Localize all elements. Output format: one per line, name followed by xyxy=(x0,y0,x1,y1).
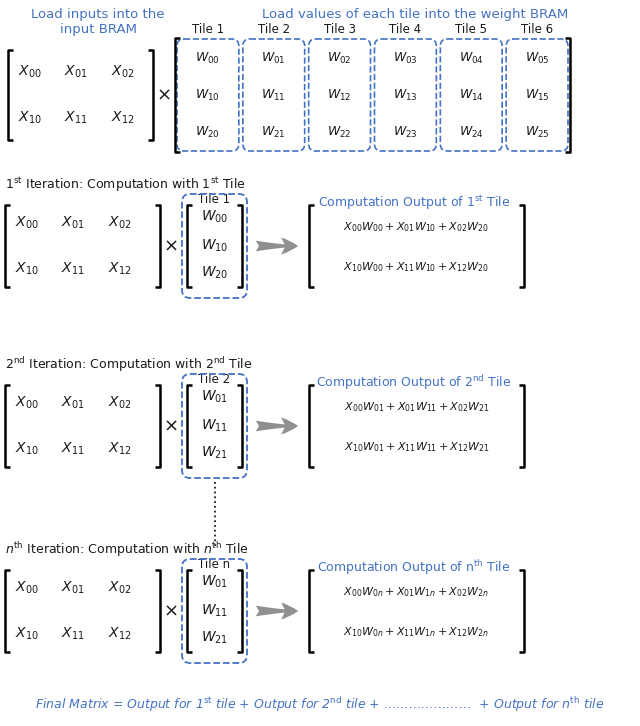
Text: $W_{24}$: $W_{24}$ xyxy=(459,124,484,139)
Text: $W_{25}$: $W_{25}$ xyxy=(525,124,550,139)
Text: $W_{22}$: $W_{22}$ xyxy=(327,124,352,139)
Text: $X_{10}W_{01}+X_{11}W_{11}+X_{12}W_{21}$: $X_{10}W_{01}+X_{11}W_{11}+X_{12}W_{21}$ xyxy=(344,440,490,454)
Text: $\mathit{2}^{\mathrm{nd}}$ Iteration: Computation with $\mathit{2}^{\mathrm{nd}}: $\mathit{2}^{\mathrm{nd}}$ Iteration: Co… xyxy=(5,355,252,374)
Text: $X_{10}W_{00}+X_{11}W_{10}+X_{12}W_{20}$: $X_{10}W_{00}+X_{11}W_{10}+X_{12}W_{20}$ xyxy=(344,260,490,274)
Text: $X_{00}$: $X_{00}$ xyxy=(18,64,42,80)
Text: $W_{20}$: $W_{20}$ xyxy=(195,124,220,139)
Text: $X_{00}$: $X_{00}$ xyxy=(15,215,39,231)
Text: $W_{10}$: $W_{10}$ xyxy=(201,238,228,254)
Text: $X_{11}$: $X_{11}$ xyxy=(61,626,84,643)
Text: Tile n: Tile n xyxy=(198,558,230,571)
Text: $X_{01}$: $X_{01}$ xyxy=(64,64,88,80)
Text: $W_{15}$: $W_{15}$ xyxy=(525,87,550,102)
Text: $X_{02}$: $X_{02}$ xyxy=(111,64,135,80)
Text: $W_{11}$: $W_{11}$ xyxy=(201,417,228,434)
Text: $X_{02}$: $X_{02}$ xyxy=(108,580,132,596)
Text: $W_{13}$: $W_{13}$ xyxy=(393,87,418,102)
Text: $X_{00}$: $X_{00}$ xyxy=(15,395,39,411)
Text: $W_{00}$: $W_{00}$ xyxy=(201,209,228,225)
Text: Tile 5: Tile 5 xyxy=(455,23,487,36)
Text: Tile 1: Tile 1 xyxy=(192,23,224,36)
Text: $X_{10}$: $X_{10}$ xyxy=(15,626,39,643)
Text: $W_{14}$: $W_{14}$ xyxy=(459,87,484,102)
Text: Tile 6: Tile 6 xyxy=(521,23,553,36)
Text: $X_{00}W_{00}+X_{01}W_{10}+X_{02}W_{20}$: $X_{00}W_{00}+X_{01}W_{10}+X_{02}W_{20}$ xyxy=(344,220,490,234)
Text: $W_{11}$: $W_{11}$ xyxy=(261,87,286,102)
Text: $X_{10}$: $X_{10}$ xyxy=(18,110,42,126)
Text: Tile 4: Tile 4 xyxy=(389,23,422,36)
Text: $W_{11}$: $W_{11}$ xyxy=(201,603,228,619)
Text: $X_{11}$: $X_{11}$ xyxy=(61,441,84,457)
Text: Final Matrix = Output for 1$^{\mathrm{st}}$ tile + Output for 2$^{\mathrm{nd}}$ : Final Matrix = Output for 1$^{\mathrm{st… xyxy=(35,695,605,714)
Text: Load inputs into the
input BRAM: Load inputs into the input BRAM xyxy=(31,8,164,36)
Text: Tile 2: Tile 2 xyxy=(258,23,290,36)
Text: Tile 1: Tile 1 xyxy=(198,193,230,206)
Text: $X_{10}W_{0n}+X_{11}W_{1n}+X_{12}W_{2n}$: $X_{10}W_{0n}+X_{11}W_{1n}+X_{12}W_{2n}$ xyxy=(344,625,490,639)
Text: $W_{21}$: $W_{21}$ xyxy=(201,445,228,461)
Text: $\mathit{n}^{\mathrm{th}}$ Iteration: Computation with $\mathit{n}^{\mathrm{th}}: $\mathit{n}^{\mathrm{th}}$ Iteration: Co… xyxy=(5,540,249,559)
Text: $X_{01}$: $X_{01}$ xyxy=(61,395,84,411)
Text: Computation Output of n$^{\mathrm{th}}$ Tile: Computation Output of n$^{\mathrm{th}}$ … xyxy=(317,558,511,577)
Text: $X_{10}$: $X_{10}$ xyxy=(15,441,39,457)
Text: $X_{01}$: $X_{01}$ xyxy=(61,215,84,231)
Text: $X_{01}$: $X_{01}$ xyxy=(61,580,84,596)
Text: $X_{11}$: $X_{11}$ xyxy=(61,261,84,277)
Text: Load values of each tile into the weight BRAM: Load values of each tile into the weight… xyxy=(262,8,568,21)
Text: $X_{12}$: $X_{12}$ xyxy=(108,626,132,643)
Text: $\times$: $\times$ xyxy=(163,417,177,435)
Text: $W_{23}$: $W_{23}$ xyxy=(393,124,418,139)
Text: $W_{01}$: $W_{01}$ xyxy=(261,50,286,65)
Text: $X_{00}W_{0n}+X_{01}W_{1n}+X_{02}W_{2n}$: $X_{00}W_{0n}+X_{01}W_{1n}+X_{02}W_{2n}$ xyxy=(344,585,490,599)
Text: $\times$: $\times$ xyxy=(163,602,177,620)
Text: Tile 3: Tile 3 xyxy=(324,23,356,36)
Text: $\times$: $\times$ xyxy=(163,237,177,255)
Text: Computation Output of 1$^{\mathrm{st}}$ Tile: Computation Output of 1$^{\mathrm{st}}$ … xyxy=(318,193,510,211)
Text: $X_{12}$: $X_{12}$ xyxy=(111,110,135,126)
Text: $W_{05}$: $W_{05}$ xyxy=(525,50,550,65)
Text: $\mathit{1}^{\mathrm{st}}$ Iteration: Computation with $\mathit{1}^{\mathrm{st}}: $\mathit{1}^{\mathrm{st}}$ Iteration: Co… xyxy=(5,175,246,194)
Text: $X_{02}$: $X_{02}$ xyxy=(108,395,132,411)
Text: Computation Output of 2$^{\mathrm{nd}}$ Tile: Computation Output of 2$^{\mathrm{nd}}$ … xyxy=(316,373,512,392)
Text: $W_{12}$: $W_{12}$ xyxy=(327,87,352,102)
Text: $W_{21}$: $W_{21}$ xyxy=(261,124,286,139)
Text: $X_{00}$: $X_{00}$ xyxy=(15,580,39,596)
Text: $W_{01}$: $W_{01}$ xyxy=(201,389,228,405)
Text: $W_{00}$: $W_{00}$ xyxy=(195,50,220,65)
Text: $\times$: $\times$ xyxy=(156,86,170,104)
Text: $W_{20}$: $W_{20}$ xyxy=(201,265,228,281)
Text: $X_{12}$: $X_{12}$ xyxy=(108,441,132,457)
Text: $W_{03}$: $W_{03}$ xyxy=(393,50,418,65)
Text: $X_{02}$: $X_{02}$ xyxy=(108,215,132,231)
Text: $X_{00}W_{01}+X_{01}W_{11}+X_{02}W_{21}$: $X_{00}W_{01}+X_{01}W_{11}+X_{02}W_{21}$ xyxy=(344,400,490,414)
Text: $W_{04}$: $W_{04}$ xyxy=(459,50,484,65)
Text: Tile 2: Tile 2 xyxy=(198,373,230,386)
Text: $X_{11}$: $X_{11}$ xyxy=(64,110,88,126)
Text: $W_{21}$: $W_{21}$ xyxy=(201,629,228,646)
Text: $X_{12}$: $X_{12}$ xyxy=(108,261,132,277)
Text: $W_{10}$: $W_{10}$ xyxy=(195,87,220,102)
Text: $W_{02}$: $W_{02}$ xyxy=(327,50,352,65)
Text: $W_{01}$: $W_{01}$ xyxy=(201,574,228,590)
Text: $X_{10}$: $X_{10}$ xyxy=(15,261,39,277)
